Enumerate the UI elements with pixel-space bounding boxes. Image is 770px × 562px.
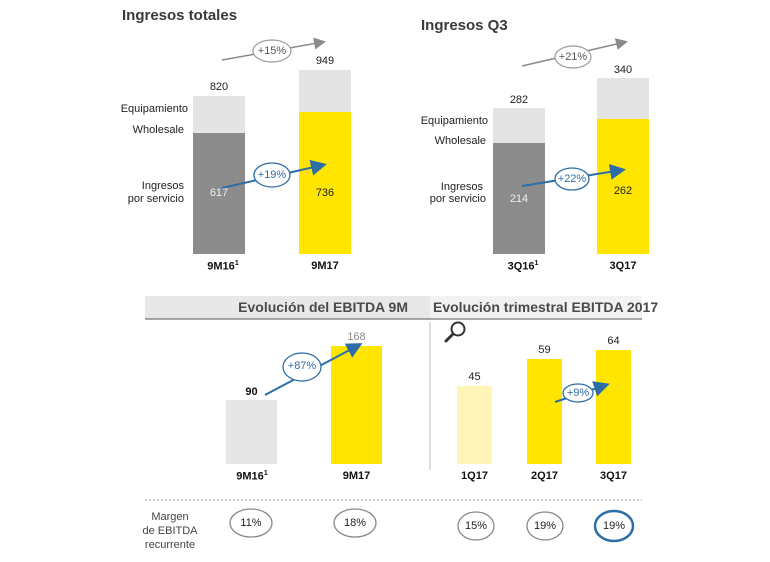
total-label-9m16: 820 [209,81,229,93]
category-label-9m17: 9M17 [311,260,339,272]
margin-circle-9m16 [229,508,273,538]
growth-arrow-ebitda-9m [264,343,363,396]
growth-arrow-total-q3 [521,38,628,69]
chart-title-ingresos-totales: Ingresos totales [122,7,238,24]
margin-label-l1: Margen [151,511,189,523]
margin-value-9m17: 18% [343,517,367,529]
value-label-ebitda-9m16: 90 [245,386,258,398]
magnifier-icon [444,321,466,343]
category-label-3q17: 3Q17 [600,470,627,482]
category-label-9m16: 9M161 [207,260,239,273]
service-label-9m17: 736 [315,187,335,199]
bar-9m17-other [299,70,351,112]
legend-ingresos-l2: por servicio [127,193,184,205]
value-label-ebitda-9m17: 168 [347,331,366,343]
section-title-ebitda-q: Evolución trimestral EBITDA 2017 [433,299,659,315]
margin-label-l3: recurrente [144,539,196,551]
growth-label-ebitda-q: +9% [566,387,590,399]
bar-3q16-other [493,108,545,143]
category-label-1q17: 1Q17 [461,470,488,482]
growth-arrow-service-9m [221,159,327,189]
growth-arrow-total-9m [221,37,326,63]
growth-label-service-9m: +19% [257,169,287,181]
margin-circle-3q17 [593,509,635,543]
bar-ebitda-3q17 [596,350,631,464]
margin-circle-9m17 [333,508,377,538]
service-label-9m16: 617 [209,187,229,199]
bar-3q16-service [493,143,545,254]
bar-9m17-service [299,112,351,254]
legend-equipamiento-q3: Equipamiento [420,115,488,127]
chart-title-ingresos-q3: Ingresos Q3 [421,17,508,34]
bar-9m16-service [193,133,245,254]
total-label-9m17: 949 [315,55,335,67]
bar-3q17-other [597,78,649,119]
bar-3q17-service [597,119,649,254]
margin-value-2q17: 19% [533,520,557,532]
bar-ebitda-9m16 [226,400,277,464]
growth-arrow-ebitda-q [554,381,610,403]
value-label-1q17: 45 [468,371,481,383]
growth-arrow-service-q3 [521,163,626,191]
service-label-3q16: 214 [509,193,529,205]
section-title-ebitda-9m: Evolución del EBITDA 9M [238,299,408,315]
margin-circle-1q17 [457,511,495,541]
margin-value-3q17: 19% [602,520,626,532]
margin-value-9m16: 11% [240,517,262,529]
legend-wholesale: Wholesale [132,124,184,136]
margin-circle-2q17 [526,511,564,541]
bar-ebitda-1q17 [457,386,492,464]
category-label-ebitda-9m16: 9M161 [236,470,268,483]
legend-wholesale-q3: Wholesale [434,135,486,147]
legend-equipamiento: Equipamiento [120,103,188,115]
legend-ingresos-q3-l2: por servicio [429,193,486,205]
margin-value-1q17: 15% [464,520,488,532]
legend-ingresos-q3-l1: Ingresos [440,181,483,193]
value-label-2q17: 59 [538,344,551,356]
bar-ebitda-2q17 [527,359,562,464]
total-label-3q17: 340 [613,64,633,76]
category-label-2q17: 2Q17 [531,470,558,482]
total-label-3q16: 282 [509,94,529,106]
bar-ebitda-9m17 [331,346,382,464]
service-label-3q17: 262 [613,185,633,197]
growth-label-service-q3: +22% [557,173,587,185]
category-label-3q17: 3Q17 [609,260,637,272]
section-header-ebitda-9m [145,296,430,319]
legend-ingresos-l1: Ingresos [141,180,184,192]
bar-9m16-other [193,96,245,133]
section-header-ebitda-q [430,296,642,319]
margin-label-l2: de EBITDA [142,525,198,537]
growth-label-total-9m: +15% [257,45,287,57]
growth-label-total-q3: +21% [558,51,588,63]
category-label-3q16: 3Q161 [507,260,539,273]
value-label-3q17: 64 [607,335,620,347]
category-label-ebitda-9m17: 9M17 [342,470,371,482]
growth-label-ebitda-9m: +87% [287,360,317,372]
